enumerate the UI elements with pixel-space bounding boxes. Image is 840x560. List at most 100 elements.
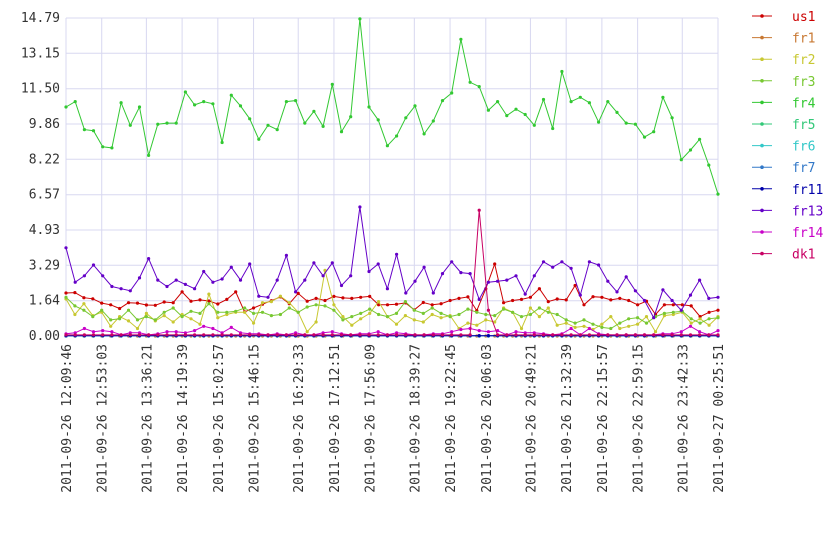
data-point xyxy=(100,308,104,312)
data-point xyxy=(440,99,445,103)
data-point xyxy=(189,309,193,313)
y-tick-label: 13.15 xyxy=(21,46,60,61)
y-tick-label: 1.64 xyxy=(29,294,60,309)
data-point xyxy=(198,322,202,326)
data-point xyxy=(220,140,224,145)
data-point xyxy=(413,333,417,337)
data-point xyxy=(358,205,362,209)
data-point xyxy=(305,330,309,334)
legend-label: fr14 xyxy=(792,226,823,241)
legend-marker xyxy=(760,14,764,18)
data-point xyxy=(662,314,667,318)
data-point xyxy=(395,252,399,256)
data-point xyxy=(578,333,582,337)
data-point xyxy=(519,315,524,319)
data-point xyxy=(101,329,105,333)
data-point xyxy=(652,130,656,134)
data-point xyxy=(555,312,559,317)
data-point xyxy=(440,272,445,276)
data-point xyxy=(707,333,711,337)
data-point xyxy=(431,333,435,337)
data-point xyxy=(514,330,518,334)
data-point xyxy=(510,310,515,314)
x-tick-label: 2011-09-26 22:59:15 xyxy=(632,344,647,493)
data-point xyxy=(486,330,490,334)
data-point xyxy=(551,126,555,131)
y-tick-label: 9.86 xyxy=(29,117,60,132)
data-point xyxy=(323,298,327,303)
data-point xyxy=(457,296,461,300)
data-point xyxy=(216,310,220,314)
data-point xyxy=(624,121,628,125)
data-point xyxy=(670,116,674,120)
data-point xyxy=(162,300,166,304)
data-point xyxy=(468,272,472,276)
data-point xyxy=(546,306,550,310)
data-point xyxy=(633,333,638,337)
data-point xyxy=(119,101,123,105)
data-point xyxy=(662,311,667,315)
data-point xyxy=(486,108,490,112)
series-dk1 xyxy=(64,208,720,337)
data-point xyxy=(551,265,555,269)
data-point xyxy=(546,310,550,314)
data-point xyxy=(644,321,649,325)
x-tick-label: 2011-09-26 18:39:27 xyxy=(408,344,423,493)
data-point xyxy=(688,324,693,328)
data-point xyxy=(162,310,166,314)
data-point xyxy=(698,321,702,325)
data-point xyxy=(349,333,353,337)
data-point xyxy=(180,290,184,294)
data-point xyxy=(430,303,434,307)
data-point xyxy=(312,333,316,337)
data-point xyxy=(234,290,238,294)
data-point xyxy=(587,333,592,337)
data-point xyxy=(376,118,380,122)
data-point xyxy=(153,303,157,307)
data-point xyxy=(339,333,344,337)
data-point xyxy=(109,303,113,307)
data-point xyxy=(359,311,363,315)
data-point xyxy=(284,253,288,257)
data-point xyxy=(466,295,470,299)
data-point xyxy=(303,121,307,125)
data-point xyxy=(341,318,345,322)
data-point xyxy=(128,333,132,337)
data-point xyxy=(165,333,169,337)
data-point xyxy=(341,296,345,300)
data-point xyxy=(174,330,178,334)
data-point xyxy=(698,333,702,337)
data-point xyxy=(716,295,720,299)
data-point xyxy=(450,330,454,334)
legend-item: fr4 xyxy=(752,96,816,111)
data-point xyxy=(430,312,434,317)
data-point xyxy=(64,105,68,109)
data-point xyxy=(229,265,233,269)
data-point xyxy=(193,333,197,337)
data-point xyxy=(330,330,334,334)
data-point xyxy=(73,333,77,337)
data-point xyxy=(716,308,720,312)
data-point xyxy=(459,271,463,275)
data-point xyxy=(243,306,247,310)
data-point xyxy=(597,120,601,124)
data-point xyxy=(578,95,582,99)
data-point xyxy=(128,123,132,127)
data-point xyxy=(519,326,524,331)
data-point xyxy=(305,305,309,309)
data-point xyxy=(689,317,693,321)
data-point xyxy=(73,291,77,295)
data-point xyxy=(541,97,546,102)
data-point xyxy=(252,306,256,310)
data-point xyxy=(716,333,720,337)
data-point xyxy=(569,266,573,270)
data-point xyxy=(707,323,711,327)
data-point xyxy=(225,297,229,301)
data-point xyxy=(248,333,252,337)
data-point xyxy=(573,325,577,329)
x-tick-label: 2011-09-26 12:53:03 xyxy=(96,344,111,493)
data-point xyxy=(189,299,193,303)
legend-label: us1 xyxy=(792,10,815,25)
data-point xyxy=(680,303,684,307)
data-point xyxy=(688,148,693,152)
